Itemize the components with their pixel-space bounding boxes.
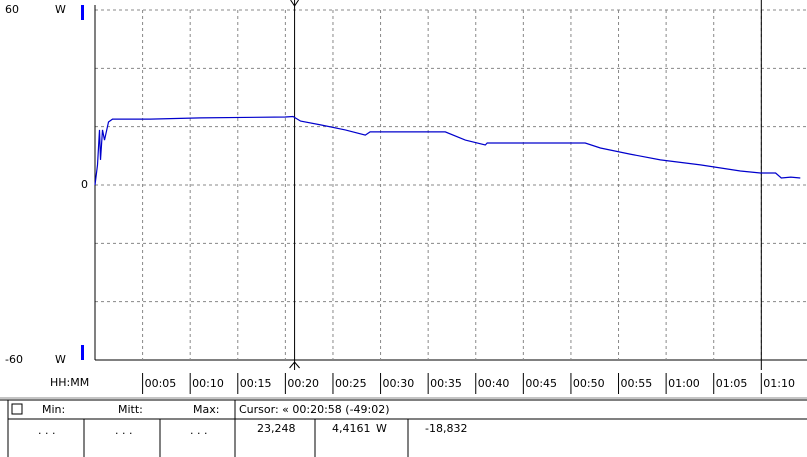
- stat-value: . . .: [38, 424, 55, 437]
- checkbox[interactable]: [11, 403, 23, 415]
- panel-header: Mitt:: [118, 403, 143, 416]
- x-tick-label: 01:05: [716, 377, 748, 390]
- x-tick-label: 00:40: [478, 377, 510, 390]
- cursor-handle: [289, 361, 300, 369]
- cursor-info: Cursor: « 00:20:58 (-49:02): [239, 403, 390, 416]
- x-tick-label: 00:25: [335, 377, 367, 390]
- reading: -18,832: [425, 422, 467, 435]
- data-line: [94, 115, 801, 186]
- x-tick-label: 00:30: [383, 377, 415, 390]
- stat-value: . . .: [190, 424, 207, 437]
- y-tick-label: 0: [81, 178, 88, 191]
- cursor-handle: [290, 0, 299, 7]
- x-tick-label: 00:50: [573, 377, 605, 390]
- x-axis-label: HH:MM: [50, 376, 89, 389]
- x-tick-label: 00:05: [145, 377, 177, 390]
- x-tick-label: 00:20: [287, 377, 319, 390]
- x-tick-label: 01:10: [763, 377, 795, 390]
- x-tick-label: 00:55: [621, 377, 653, 390]
- reading: W: [376, 422, 387, 435]
- scale-marker: [81, 5, 84, 20]
- x-tick-label: 00:15: [240, 377, 272, 390]
- y-tick-label: -60: [5, 353, 23, 366]
- scale-marker: [81, 345, 84, 360]
- x-tick-label: 00:45: [525, 377, 557, 390]
- y-unit: W: [55, 353, 66, 366]
- x-tick-label: 00:35: [430, 377, 462, 390]
- y-unit: W: [55, 3, 66, 16]
- x-tick-label: 00:10: [192, 377, 224, 390]
- stat-value: . . .: [115, 424, 132, 437]
- y-tick-label: 60: [5, 3, 19, 16]
- panel-header: Max:: [193, 403, 219, 416]
- reading: 4,4161: [332, 422, 371, 435]
- x-tick-label: 01:00: [668, 377, 700, 390]
- reading: 23,248: [257, 422, 296, 435]
- stats-panel: [7, 400, 807, 457]
- panel-header: Min:: [42, 403, 65, 416]
